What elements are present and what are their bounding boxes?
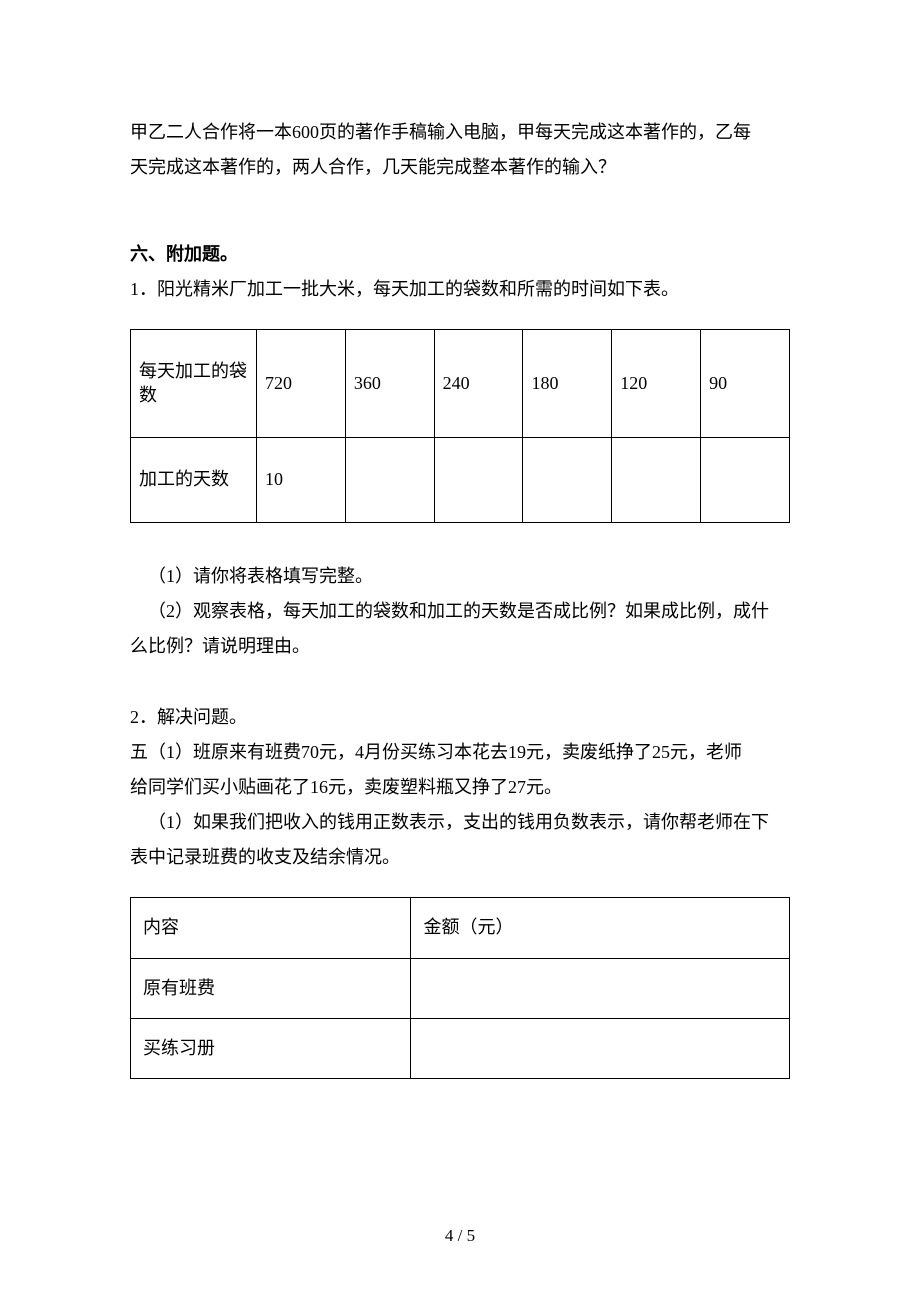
table-row: 每天加工的袋数 720 360 240 180 120 90 xyxy=(131,330,790,438)
cell-days-v3 xyxy=(434,438,523,522)
table-finance: 内容 金额（元） 原有班费 买练习册 xyxy=(130,897,790,1079)
q2-sub1-line2: 表中记录班费的收支及结余情况。 xyxy=(130,840,790,875)
table-row: 内容 金额（元） xyxy=(131,898,790,958)
cell-days-v5 xyxy=(612,438,701,522)
q1-sub2-line2: 么比例？请说明理由。 xyxy=(130,629,790,664)
spacer xyxy=(130,523,790,559)
table-row: 原有班费 xyxy=(131,958,790,1018)
paragraph-top-line1: 甲乙二人合作将一本600页的著作手稿输入电脑，甲每天完成这本著作的，乙每 xyxy=(130,115,790,150)
q2-heading: 2．解决问题。 xyxy=(130,700,790,735)
q1-intro: 1．阳光精米厂加工一批大米，每天加工的袋数和所需的时间如下表。 xyxy=(130,272,790,307)
spacer xyxy=(130,185,790,237)
cell-buy-workbook-amount xyxy=(411,1019,790,1079)
q1-sub2-line1: （2）观察表格，每天加工的袋数和加工的天数是否成比例？如果成比例，成什 xyxy=(130,594,790,629)
page: 甲乙二人合作将一本600页的著作手稿输入电脑，甲每天完成这本著作的，乙每 天完成… xyxy=(0,0,920,1302)
table-processing: 每天加工的袋数 720 360 240 180 120 90 加工的天数 10 xyxy=(130,329,790,522)
cell-original-fund: 原有班费 xyxy=(131,958,411,1018)
q2-sub1-line1: （1）如果我们把收入的钱用正数表示，支出的钱用负数表示，请你帮老师在下 xyxy=(130,805,790,840)
q2-line1: 五（1）班原来有班费70元，4月份买练习本花去19元，卖废纸挣了25元，老师 xyxy=(130,735,790,770)
spacer xyxy=(130,664,790,700)
table-row: 加工的天数 10 xyxy=(131,438,790,522)
cell-bags-per-day-label: 每天加工的袋数 xyxy=(131,330,257,438)
section-6-heading: 六、附加题。 xyxy=(130,237,790,272)
cell-content-header: 内容 xyxy=(131,898,411,958)
cell-days-v1: 10 xyxy=(257,438,346,522)
cell-bags-180: 180 xyxy=(523,330,612,438)
page-number: 4 / 5 xyxy=(0,1219,920,1252)
cell-days-v4 xyxy=(523,438,612,522)
cell-days-v6 xyxy=(701,438,790,522)
cell-days-label: 加工的天数 xyxy=(131,438,257,522)
cell-original-fund-amount xyxy=(411,958,790,1018)
cell-bags-240: 240 xyxy=(434,330,523,438)
cell-bags-360: 360 xyxy=(345,330,434,438)
spacer xyxy=(130,307,790,329)
cell-bags-120: 120 xyxy=(612,330,701,438)
q1-sub1: （1）请你将表格填写完整。 xyxy=(130,559,790,594)
table-row: 买练习册 xyxy=(131,1019,790,1079)
cell-buy-workbook: 买练习册 xyxy=(131,1019,411,1079)
cell-bags-90: 90 xyxy=(701,330,790,438)
paragraph-top-line2: 天完成这本著作的，两人合作，几天能完成整本著作的输入？ xyxy=(130,150,790,185)
cell-bags-720: 720 xyxy=(257,330,346,438)
q2-line2: 给同学们买小贴画花了16元，卖废塑料瓶又挣了27元。 xyxy=(130,770,790,805)
cell-days-v2 xyxy=(345,438,434,522)
spacer xyxy=(130,875,790,897)
cell-amount-header: 金额（元） xyxy=(411,898,790,958)
